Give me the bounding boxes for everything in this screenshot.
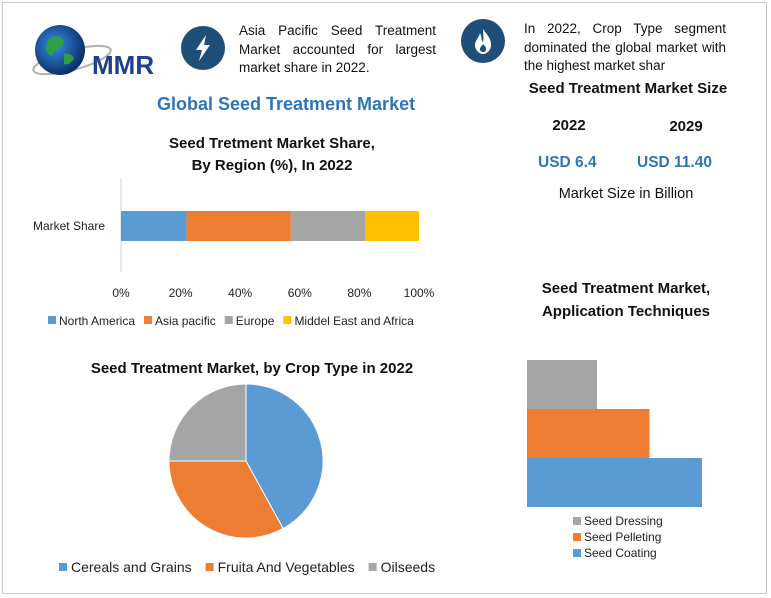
region-chart-title-line-2: By Region (%), In 2022 <box>192 157 353 174</box>
value-2022: USD 6.4 <box>538 154 597 171</box>
legend-swatch-oilseeds <box>368 563 377 571</box>
legend-swatch-cereals-and-grains <box>59 563 67 571</box>
market-size-title: Seed Treatment Market Size <box>528 80 728 97</box>
legend-label-seed-dressing: Seed Dressing <box>584 514 663 528</box>
x-tick-label: 80% <box>347 286 371 300</box>
x-tick-label: 100% <box>404 286 435 300</box>
x-tick-label: 20% <box>169 286 193 300</box>
pie-slice-cereals-and-grains <box>245 383 324 530</box>
region-chart-title-line-1: Seed Tretment Market Share, <box>169 135 375 152</box>
globe-logo-icon: MMR <box>32 25 154 80</box>
region-share-chart: Seed Tretment Market Share, By Region (%… <box>33 135 435 328</box>
legend-swatch-seed-dressing <box>573 517 581 525</box>
brand-name: MMR <box>92 50 154 80</box>
crop-chart-title: Seed Treatment Market, by Crop Type in 2… <box>91 360 413 377</box>
legend-swatch-seed-coating <box>573 549 581 557</box>
region-chart-category-label: Market Share <box>33 219 105 233</box>
main-title: Global Seed Treatment Market <box>157 94 416 114</box>
note-asia-pacific: Asia Pacific Seed Treatment Market accou… <box>239 23 436 75</box>
legend-label-middel-east-and-africa: Middel East and Africa <box>294 314 414 328</box>
crop-type-pie-chart: Seed Treatment Market, by Crop Type in 2… <box>59 360 435 575</box>
bar-seed-dressing <box>527 360 597 409</box>
legend-swatch-middel-east-and-africa <box>283 316 292 324</box>
legend-label-cereals-and-grains: Cereals and Grains <box>71 559 192 575</box>
bar-segment-middel-east-and-africa <box>365 211 419 241</box>
x-tick-label: 40% <box>228 286 252 300</box>
flame-icon <box>475 29 491 54</box>
x-tick-label: 60% <box>288 286 312 300</box>
x-tick-label: 0% <box>112 286 130 300</box>
bar-segment-asia-pacific <box>186 211 291 241</box>
legend-label-oilseeds: Oilseeds <box>381 559 435 575</box>
mmr-logo: MMR <box>30 20 170 86</box>
pie-slice-fruita-and-vegetables <box>168 460 284 539</box>
flame-badge <box>461 19 505 63</box>
legend-label-asia-pacific: Asia pacific <box>155 314 216 328</box>
legend-label-fruita-and-vegetables: Fruita And Vegetables <box>218 559 355 575</box>
legend-label-north-america: North America <box>59 314 135 328</box>
legend-swatch-fruita-and-vegetables <box>205 563 214 571</box>
application-chart-title-line-2: Application Techniques <box>542 303 710 320</box>
bar-seed-pelleting <box>527 409 650 458</box>
bar-segment-europe <box>290 211 366 241</box>
legend-label-seed-pelleting: Seed Pelleting <box>584 530 661 544</box>
bar-seed-coating <box>527 458 702 507</box>
legend-swatch-asia-pacific <box>144 316 153 324</box>
legend-swatch-europe <box>224 316 233 324</box>
legend-label-seed-coating: Seed Coating <box>584 546 657 560</box>
note-crop-type: In 2022, Crop Type segment dominated the… <box>524 21 726 73</box>
bar-segment-north-america <box>121 211 187 241</box>
year-2029: 2029 <box>669 118 703 135</box>
market-size-caption: Market Size in Billion <box>558 186 694 202</box>
legend-label-europe: Europe <box>236 314 275 328</box>
year-2022: 2022 <box>552 117 586 134</box>
value-2029: USD 11.40 <box>637 154 712 171</box>
application-chart-title-line-1: Seed Treatment Market, <box>542 280 710 297</box>
legend-swatch-north-america <box>48 316 56 324</box>
legend-swatch-seed-pelleting <box>573 533 581 541</box>
lightning-badge <box>181 26 225 70</box>
pie-slice-oilseeds <box>168 383 247 462</box>
lightning-icon <box>196 35 210 61</box>
application-techniques-chart: Seed Treatment Market, Application Techn… <box>527 280 710 560</box>
